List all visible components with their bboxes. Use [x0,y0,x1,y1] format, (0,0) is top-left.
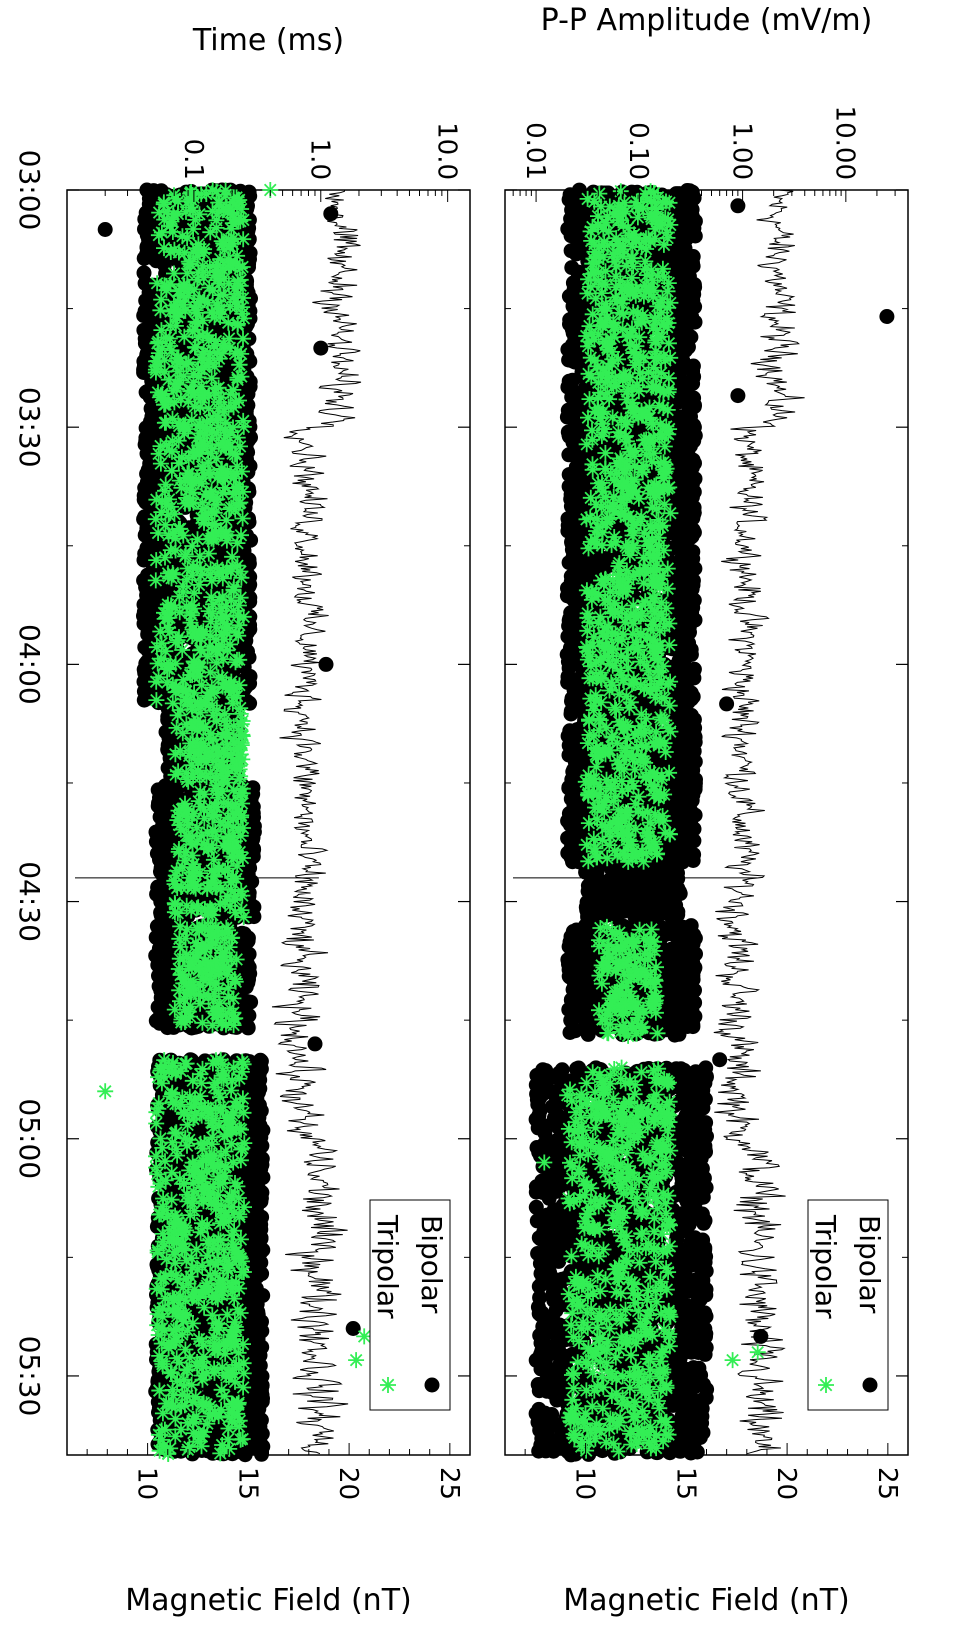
bipolar-point [686,484,702,500]
bipolar-point [687,982,702,998]
bipolar-point [537,1125,553,1141]
bipolar-point [681,619,697,635]
bipolar-point [564,839,579,855]
bipolar-point [685,396,701,412]
bipolar-point [683,942,699,958]
bipolar-point [667,1027,683,1043]
bipolar-point [678,1012,694,1028]
bipolar-point [578,864,594,880]
bipolar-point [672,459,688,475]
bipolar-point [569,449,584,465]
bipolar-point [564,534,580,550]
bipolar-point [685,738,701,754]
bipolar-point [580,1026,596,1042]
bipolar-point [564,693,579,709]
bipolar-point [559,588,575,604]
bipolar-point [680,199,696,215]
magnetic-field-line [713,189,805,1455]
bipolar-point [683,687,698,703]
bipolar-point [562,613,578,628]
bipolar-point [592,552,608,568]
bipolar-point [685,214,701,230]
bipolar-point [669,442,685,458]
bipolar-point [639,873,655,889]
bipolar-point [685,299,701,315]
bipolar-point [662,950,678,966]
bipolar-point [687,455,702,471]
bipolar-point [605,875,621,891]
bipolar-point [577,1008,593,1024]
bipolar-point [669,249,685,265]
bipolar-point [674,543,690,559]
bipolar-point [569,922,584,938]
bipolar-point [565,854,580,870]
bipolar-point [529,1112,545,1128]
bipolar-point [672,564,688,580]
bipolar-point [687,279,703,295]
bipolar-point [678,769,694,785]
bipolar-point [686,419,702,435]
bipolar-point [563,706,579,722]
bipolar-point [560,342,576,357]
bipolar-point [589,903,605,918]
bipolar-point [561,555,577,571]
bipolar-point [570,953,586,969]
bipolar-point [681,524,697,540]
bipolar-point [565,500,581,516]
bipolar-point [683,717,699,733]
bipolar-point [669,790,685,806]
bipolar-point [675,321,691,337]
bipolar-point [675,383,691,399]
bipolar-point [686,592,702,608]
bipolar-point [685,787,701,803]
bipolar-point [677,643,693,659]
bipolar-point [661,870,677,886]
bipolar-point [564,481,579,497]
bipolar-point [680,844,696,860]
bipolar-point [567,650,583,666]
bipolar-point [683,955,699,971]
bipolar-point [622,902,638,918]
bipolar-point [677,510,693,526]
bipolar-point [567,789,583,805]
bipolar-point [676,926,692,942]
bipolar-point [671,368,687,383]
bipolar-point [668,990,684,1006]
bipolar-point [669,963,685,979]
bipolar-point [566,674,582,690]
bipolar-point [560,629,576,644]
bipolar-point [645,895,661,911]
bipolar-point [564,727,580,743]
bipolar-point [568,284,584,300]
bipolar-point [679,805,695,820]
bipolar-point [686,369,702,385]
bipolar-point [675,670,691,686]
bipolar-point [685,577,701,593]
